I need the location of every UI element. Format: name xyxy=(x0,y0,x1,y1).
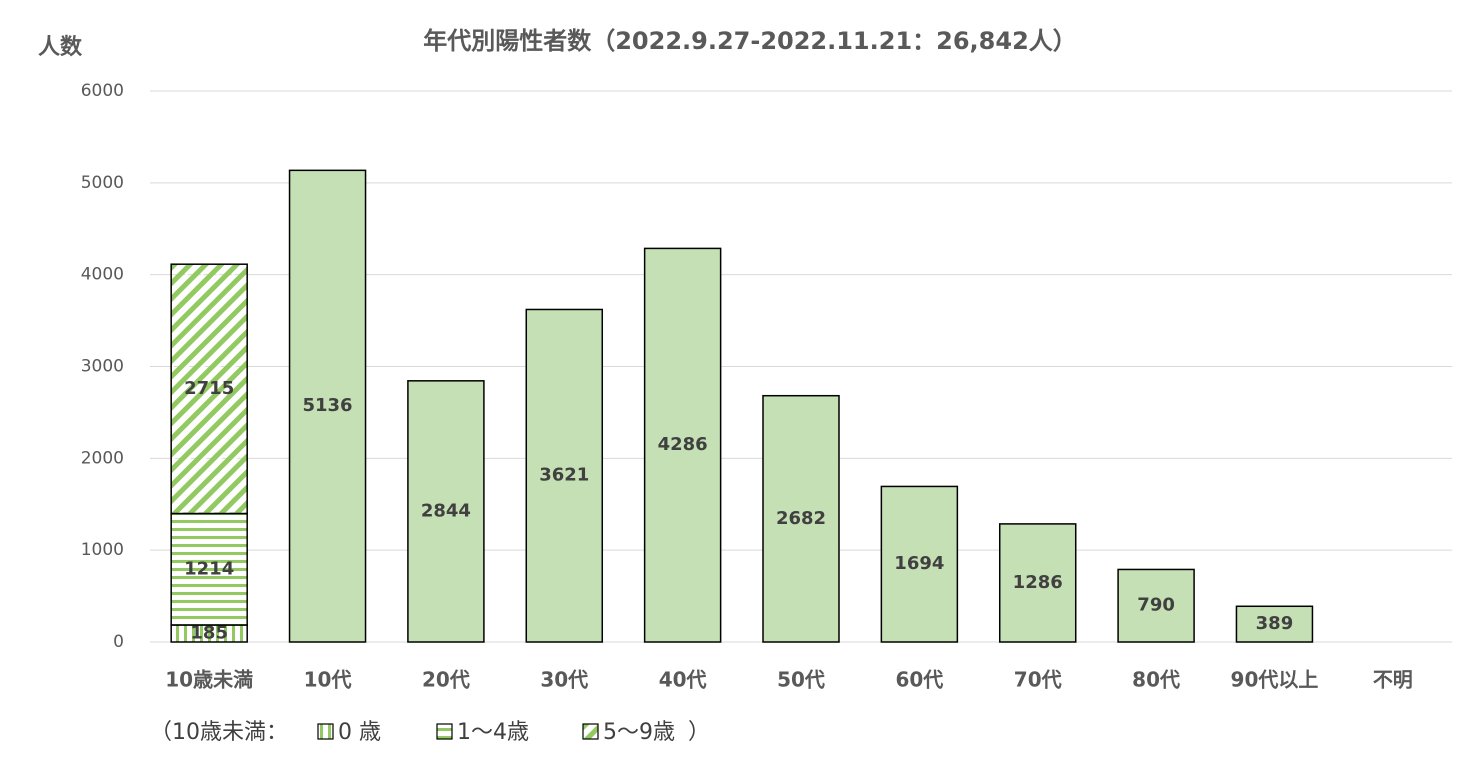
legend-label: 1～4歳 xyxy=(457,720,529,745)
x-tick-label: 70代 xyxy=(1014,668,1062,692)
y-tick-label: 3000 xyxy=(81,357,124,377)
legend-prefix: （10歳未満： xyxy=(150,720,288,745)
data-label: 389 xyxy=(1256,613,1294,634)
data-label: 1214 xyxy=(184,558,234,579)
x-tick-label: 10代 xyxy=(304,668,352,692)
legend-label: 0 歳 xyxy=(338,720,381,745)
x-tick-label: 20代 xyxy=(422,668,470,692)
bar xyxy=(170,263,248,515)
bar xyxy=(1117,568,1195,643)
y-tick-label: 0 xyxy=(113,632,124,652)
bar xyxy=(880,485,959,643)
x-tick-label: 80代 xyxy=(1132,668,1180,692)
y-tick-label: 6000 xyxy=(81,81,124,101)
x-tick-label: 30代 xyxy=(540,668,588,692)
legend-swatch xyxy=(436,723,453,740)
y-tick-label: 4000 xyxy=(81,265,124,285)
x-tick-label: 40代 xyxy=(659,668,707,692)
x-tick-label: 不明 xyxy=(1373,668,1413,692)
chart-title: 年代別陽性者数（2022.9.27-2022.11.21：26,842人） xyxy=(423,27,1077,55)
bar xyxy=(407,380,485,643)
bar xyxy=(998,523,1077,643)
bar xyxy=(1235,605,1314,643)
bar xyxy=(288,169,367,643)
x-tick-label: 60代 xyxy=(895,668,943,692)
bar xyxy=(762,394,840,643)
x-tick-label: 50代 xyxy=(777,668,825,692)
data-label: 5136 xyxy=(302,395,352,416)
bar xyxy=(170,512,248,626)
data-label: 1694 xyxy=(894,553,944,574)
bar xyxy=(525,308,604,643)
data-label: 4286 xyxy=(658,434,708,455)
y-tick-label: 1000 xyxy=(81,540,124,560)
bar xyxy=(643,247,722,643)
y-tick-label: 2000 xyxy=(81,448,124,468)
data-label: 2682 xyxy=(776,508,826,529)
data-label: 3621 xyxy=(539,465,589,486)
y-axis-label: 人数 xyxy=(38,34,83,60)
legend-label: 5～9歳 xyxy=(603,720,675,745)
x-tick-label: 10歳未満 xyxy=(165,668,253,692)
data-label: 790 xyxy=(1137,595,1175,616)
legend-swatch xyxy=(317,723,334,740)
data-label: 2715 xyxy=(184,378,234,399)
data-label: 2844 xyxy=(421,500,471,521)
data-label: 185 xyxy=(190,623,228,644)
y-tick-label: 5000 xyxy=(81,173,124,193)
data-label: 1286 xyxy=(1013,572,1063,593)
legend-suffix: ） xyxy=(688,720,710,745)
x-tick-label: 90代以上 xyxy=(1231,668,1319,692)
legend-swatch xyxy=(582,723,599,740)
